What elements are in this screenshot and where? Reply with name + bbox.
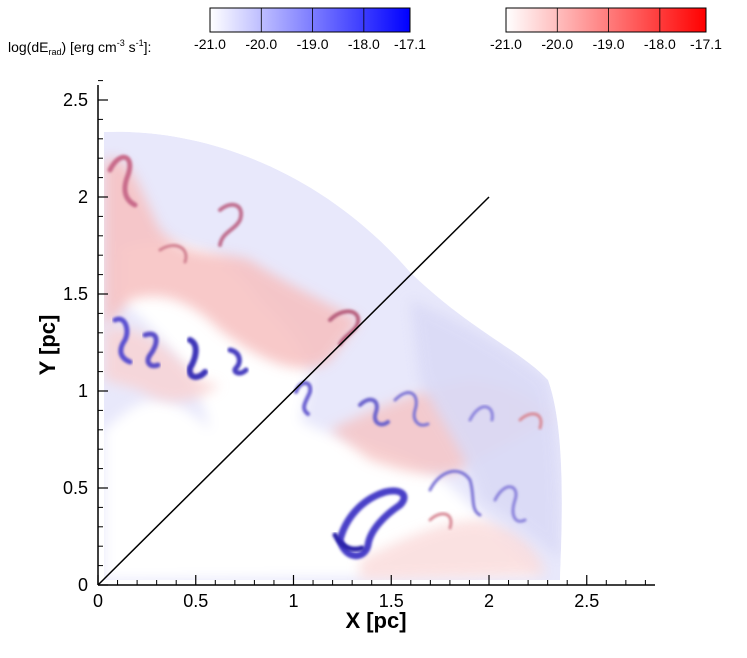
x-tick-label: 2 <box>484 591 494 611</box>
x-tick-label: 0 <box>93 591 103 611</box>
x-tick-label: 2.5 <box>574 591 599 611</box>
colorbar-label: log(dErad) [erg cm-3 s-1]: <box>8 38 151 57</box>
colorbar-blue-bar <box>209 7 411 33</box>
colorbar-blue: -21.0 -20.0 -19.0 -18.0 -17.1 <box>194 7 426 52</box>
emission-field <box>104 131 562 580</box>
interior-white-region <box>104 242 540 580</box>
blue-filaments <box>112 316 527 560</box>
red-shell-left <box>104 158 360 369</box>
colorbar-tick-label: -18.0 <box>644 36 676 52</box>
y-tick-label: 2.5 <box>63 90 88 110</box>
red-filaments <box>107 155 543 530</box>
x-tick-label: 1.5 <box>379 591 404 611</box>
colorbar-tick-label: -19.0 <box>297 36 329 52</box>
y-tick-label: 0 <box>78 575 88 595</box>
x-axis-title: X [pc] <box>345 608 406 633</box>
diagonal-line <box>97 196 490 586</box>
colorbar-tick-label: -21.0 <box>490 36 522 52</box>
x-tick-label: 1 <box>288 591 298 611</box>
y-axis-title: Y [pc] <box>35 315 60 376</box>
red-shell-inner <box>104 328 220 402</box>
blue-wedge <box>410 300 560 560</box>
colorbar-legend: log(dErad) [erg cm-3 s-1]: -21.0 -20.0 -19… <box>8 7 722 57</box>
red-shell-bottom <box>360 520 545 580</box>
y-ticks: 0 0.5 1 1.5 2 2.5 <box>63 80 108 595</box>
x-ticks: 0 0.5 1 1.5 2 2.5 <box>93 575 646 611</box>
axes: 0 0.5 1 1.5 2 2.5 0 0.5 1 1.5 2 2.5 X [pc] Y [pc] <box>35 80 655 633</box>
colorbar-tick-label: -19.0 <box>593 36 625 52</box>
colorbar-tick-label: -18.0 <box>348 36 380 52</box>
colorbar-tick-label: -20.0 <box>541 36 573 52</box>
colorbar-red-bar <box>505 7 707 33</box>
colorbar-tick-label: -21.0 <box>194 36 226 52</box>
colorbar-tick-label: -17.1 <box>394 36 426 52</box>
y-tick-label: 2 <box>78 187 88 207</box>
colorbar-tick-label: -20.0 <box>245 36 277 52</box>
y-tick-label: 0.5 <box>63 478 88 498</box>
y-tick-label: 1 <box>78 381 88 401</box>
y-tick-label: 1.5 <box>63 284 88 304</box>
colorbar-red: -21.0 -20.0 -19.0 -18.0 -17.1 <box>490 7 722 52</box>
x-tick-label: 0.5 <box>183 591 208 611</box>
colorbar-tick-label: -17.1 <box>690 36 722 52</box>
